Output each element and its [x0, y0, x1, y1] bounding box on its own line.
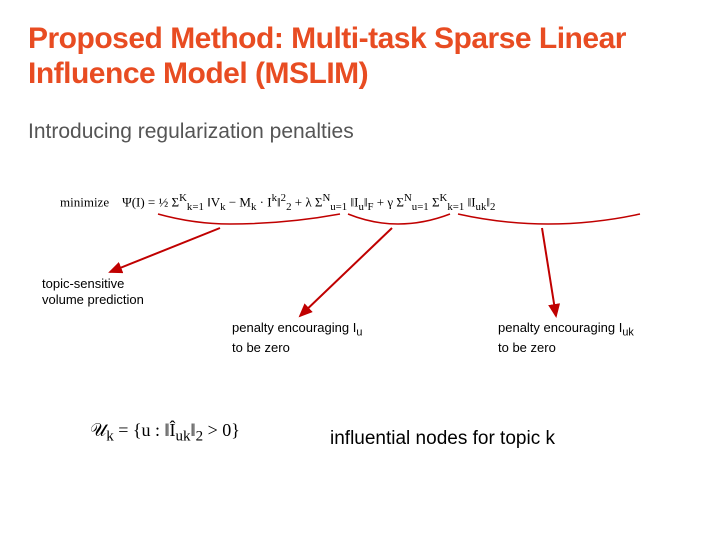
- annotation-penalty-Iuk: penalty encouraging Iuk to be zero: [498, 320, 634, 356]
- annotation-line: to be zero: [498, 340, 556, 355]
- annotation-penalty-Iu: penalty encouraging Iu to be zero: [232, 320, 362, 356]
- formula-sub: k: [106, 429, 114, 445]
- formula-body: = {u : ‖Î: [114, 420, 176, 440]
- formula-body: · I: [256, 194, 271, 209]
- objective-formula: minimize Ψ(I) = ½ ΣKk=1 ‖Vk − Mk · Ik‖22…: [60, 192, 495, 213]
- annotation-sub: uk: [622, 327, 633, 339]
- annotation-sub: u: [356, 327, 362, 339]
- formula-sub: 2: [490, 201, 495, 213]
- formula-body: ‖I: [464, 194, 475, 209]
- annotation-line: topic-sensitive: [42, 276, 124, 291]
- formula-sub: uk: [176, 429, 191, 445]
- formula-body: > 0}: [203, 420, 240, 440]
- formula-sup: N: [404, 192, 412, 204]
- underbrace: [458, 214, 640, 224]
- set-formula: 𝒰k = {u : ‖Îuk‖2 > 0}: [90, 420, 240, 446]
- formula-body: − M: [226, 194, 251, 209]
- formula-term1: ½ Σ: [159, 194, 180, 209]
- influential-text: influential nodes for topic k: [330, 428, 555, 449]
- annotation-line: volume prediction: [42, 292, 144, 307]
- slide-subtitle: Introducing regularization penalties: [28, 120, 354, 144]
- slide-title: Proposed Method: Multi-task Sparse Linea…: [28, 22, 688, 91]
- formula-sub: u=1: [330, 201, 347, 213]
- formula-body: Σ: [429, 194, 440, 209]
- title-text: Proposed Method: Multi-task Sparse Linea…: [28, 22, 626, 90]
- formula-sub: k=1: [447, 201, 464, 213]
- formula-sub: u=1: [412, 201, 429, 213]
- subtitle-text: Introducing regularization penalties: [28, 120, 354, 143]
- annotation-line: penalty encouraging I: [498, 320, 622, 335]
- underbrace: [158, 214, 340, 224]
- formula-lhs: 𝒰: [90, 420, 106, 440]
- formula-sub: k=1: [187, 201, 204, 213]
- influential-nodes-label: influential nodes for topic k: [330, 428, 555, 450]
- formula-sub: 2: [196, 429, 204, 445]
- annotation-line: to be zero: [232, 340, 290, 355]
- formula-plus: + γ Σ: [374, 194, 404, 209]
- underbrace-group: [158, 214, 640, 224]
- annotation-line: penalty encouraging I: [232, 320, 356, 335]
- arrow: [542, 228, 556, 316]
- formula-plus: + λ Σ: [291, 194, 322, 209]
- arrow: [300, 228, 392, 316]
- arrow-group: [110, 228, 556, 316]
- formula-body: ‖I: [347, 194, 358, 209]
- formula-body: ‖V: [204, 194, 220, 209]
- formula-prefix: minimize Ψ(I) =: [60, 194, 159, 209]
- formula-sup: K: [179, 192, 187, 204]
- annotation-topic-sensitive: topic-sensitive volume prediction: [42, 276, 144, 309]
- formula-sub: uk: [476, 201, 487, 213]
- arrow: [110, 228, 220, 272]
- underbrace: [348, 214, 450, 224]
